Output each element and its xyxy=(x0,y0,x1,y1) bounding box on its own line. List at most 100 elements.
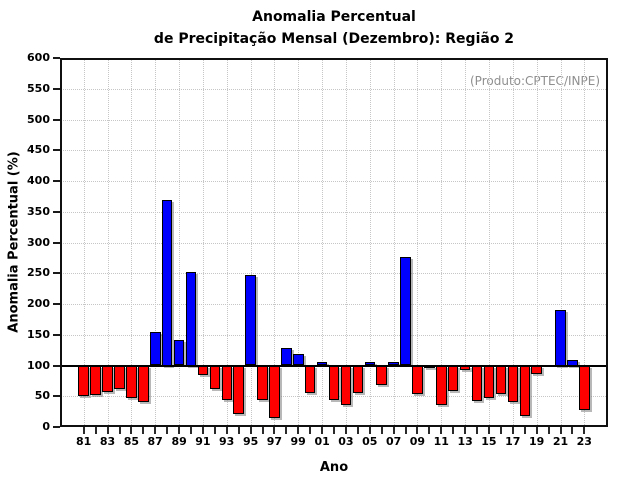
y-tick-label: 150 xyxy=(27,327,50,341)
bar-21 xyxy=(555,309,566,366)
y-tick-label: 50 xyxy=(34,389,50,403)
x-tick xyxy=(392,427,395,434)
vertical-gridline xyxy=(83,58,85,427)
bar-06 xyxy=(376,365,387,386)
x-tick-label: 05 xyxy=(362,435,378,448)
bar-02 xyxy=(328,365,340,400)
baseline-100 xyxy=(60,364,608,367)
y-tick xyxy=(53,364,60,367)
vertical-gridline xyxy=(155,58,157,427)
x-tick xyxy=(130,427,133,434)
x-tick xyxy=(297,427,300,434)
bar-88 xyxy=(161,199,173,366)
vertical-gridline xyxy=(369,58,371,427)
horizontal-gridline xyxy=(60,150,608,152)
chart-title-line1: Anomalia Percentual xyxy=(252,9,416,25)
y-tick xyxy=(53,395,60,398)
horizontal-gridline xyxy=(60,304,608,305)
x-tick xyxy=(261,427,264,434)
y-tick xyxy=(53,272,60,275)
x-tick xyxy=(571,427,574,434)
horizontal-gridline xyxy=(60,119,608,121)
x-tick-label: 95 xyxy=(242,435,259,448)
bar-82 xyxy=(90,365,101,395)
x-tick xyxy=(452,427,455,434)
y-tick-label: 300 xyxy=(27,235,50,249)
vertical-gridline xyxy=(441,58,443,427)
vertical-gridline xyxy=(488,58,490,427)
vertical-gridline xyxy=(465,58,467,427)
y-tick-label: 400 xyxy=(27,174,50,187)
y-tick-label: 250 xyxy=(27,266,50,280)
x-tick xyxy=(249,427,252,434)
x-tick-label: 81 xyxy=(76,435,92,448)
x-tick xyxy=(547,427,550,434)
y-tick-label: 100 xyxy=(27,358,50,372)
x-tick xyxy=(333,427,335,434)
vertical-gridline xyxy=(179,58,181,427)
x-tick-label: 89 xyxy=(171,435,187,448)
bar-96 xyxy=(257,365,268,400)
x-tick xyxy=(404,427,407,434)
vertical-gridline xyxy=(322,58,324,427)
x-tick xyxy=(190,427,192,434)
x-tick xyxy=(511,427,514,434)
bar-98 xyxy=(281,347,292,366)
bar-12 xyxy=(447,365,459,392)
x-tick-label: 03 xyxy=(338,435,354,448)
x-tick xyxy=(154,427,157,434)
x-tick xyxy=(213,427,216,434)
y-tick xyxy=(53,118,60,121)
x-tick xyxy=(106,427,109,434)
bar-18 xyxy=(519,365,530,416)
vertical-gridline xyxy=(274,58,276,427)
x-tick xyxy=(344,427,347,434)
chart-title: Anomalia Percentual de Precipitação Mens… xyxy=(60,6,608,50)
bar-17 xyxy=(507,365,518,402)
x-axis-label: Ano xyxy=(319,460,349,475)
x-tick-label: 91 xyxy=(195,435,211,448)
y-tick xyxy=(53,210,60,213)
bar-92 xyxy=(209,365,221,389)
vertical-gridline xyxy=(345,58,347,427)
x-tick xyxy=(225,427,228,434)
x-tick-label: 83 xyxy=(99,435,116,448)
x-tick-label: 85 xyxy=(123,435,140,448)
x-tick xyxy=(476,427,478,434)
x-tick xyxy=(368,427,371,434)
horizontal-gridline xyxy=(60,88,608,90)
horizontal-gridline xyxy=(60,242,608,244)
vertical-gridline xyxy=(131,58,133,427)
bar-87 xyxy=(150,332,161,366)
bar-09 xyxy=(412,365,423,394)
vertical-gridline xyxy=(298,58,300,427)
x-tick-label: 99 xyxy=(290,435,306,448)
y-tick xyxy=(53,180,60,182)
y-tick xyxy=(53,426,60,428)
bar-91 xyxy=(197,365,209,376)
x-tick xyxy=(559,427,562,434)
bar-23 xyxy=(579,365,590,411)
x-tick xyxy=(166,427,169,434)
bar-94 xyxy=(233,365,244,414)
horizontal-gridline xyxy=(60,334,608,336)
x-tick-label: 19 xyxy=(528,435,545,448)
x-tick-label: 15 xyxy=(481,435,497,448)
bar-86 xyxy=(138,365,149,402)
bar-85 xyxy=(126,365,137,399)
x-tick xyxy=(82,427,85,434)
x-tick-label: 11 xyxy=(433,435,449,448)
x-tick-label: 93 xyxy=(219,435,235,448)
y-tick-label: 350 xyxy=(27,204,50,218)
source-annotation: (Produto:CPTEC/INPE) xyxy=(470,74,600,88)
x-tick xyxy=(273,427,276,434)
x-tick xyxy=(416,427,419,434)
x-tick xyxy=(285,427,288,434)
horizontal-gridline xyxy=(60,273,608,275)
vertical-gridline xyxy=(107,58,109,427)
x-tick-label: 13 xyxy=(457,435,473,448)
vertical-gridline xyxy=(202,58,204,427)
bar-15 xyxy=(483,365,495,398)
x-tick-label: 23 xyxy=(576,435,592,448)
